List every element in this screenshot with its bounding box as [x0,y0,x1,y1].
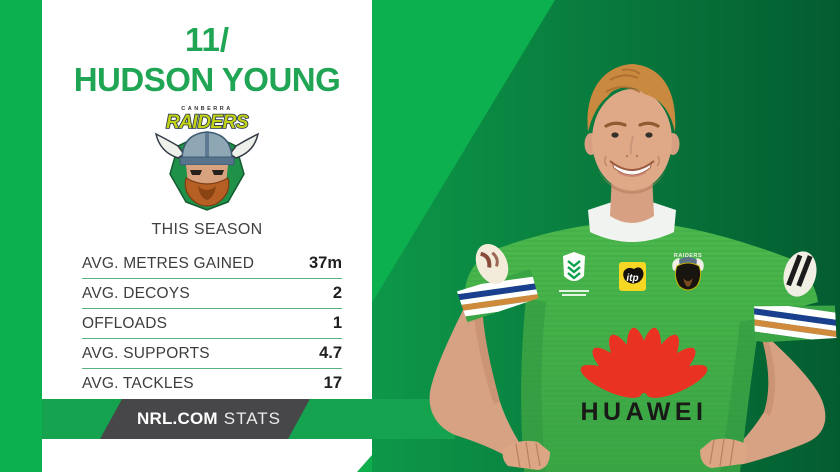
table-row: AVG. TACKLES 17 [82,368,342,398]
stat-value: 4.7 [319,344,342,362]
crest-team-label: RAIDERS [166,112,249,133]
table-row: OFFLOADS 1 [82,308,342,338]
table-row: AVG. SUPPORTS 4.7 [82,338,342,368]
stat-label: AVG. SUPPORTS [82,344,210,362]
player-head [584,64,680,242]
huawei-wordmark: HUAWEI [581,398,708,426]
stat-value: 37m [308,254,342,272]
player-jersey: itp RAIDERS HUAWEI [455,222,840,472]
table-row: AVG. DECOYS 2 [82,278,342,308]
svg-text:itp: itp [626,273,638,284]
right-sleeve-patch [783,251,817,297]
stat-label: AVG. TACKLES [82,374,194,392]
svg-text:RAIDERS: RAIDERS [674,253,702,259]
left-sleeve-patch [475,243,509,285]
player-hands [502,438,748,470]
stat-label: AVG. DECOYS [82,284,190,302]
footer-suffix-label: STATS [223,409,281,428]
stat-label: AVG. METRES GAINED [82,254,255,272]
player-arms [429,296,826,468]
stats-card: 11/ HUDSON YOUNG CANBERRA RAIDERS THIS S… [42,0,372,472]
player-number: 11/ [184,21,230,58]
footer-brand-label: NRL.COM [137,409,218,428]
crest-city-label: CANBERRA [181,106,232,112]
table-row: AVG. METRES GAINED 37m [82,249,342,278]
footer-bar: NRL.COM STATS [100,399,310,439]
player-photo: itp RAIDERS HUAWEI [429,64,840,472]
stat-value: 1 [332,314,342,332]
stat-label: OFFLOADS [82,314,168,332]
player-name: HUDSON YOUNG [73,61,341,98]
section-title: THIS SEASON [151,221,263,238]
itp-badge-icon: itp [619,262,646,291]
raiders-chest-badge-icon: RAIDERS [672,253,704,291]
stat-value: 2 [332,284,342,302]
stats-table: AVG. METRES GAINED 37m AVG. DECOYS 2 OFF… [82,249,342,398]
huawei-logo-icon [580,327,708,398]
raiders-crest-logo: CANBERRA RAIDERS [154,106,260,211]
nrl-shield-badge-icon [559,252,589,296]
stat-value: 17 [323,374,342,392]
viking-head-icon [154,131,260,211]
